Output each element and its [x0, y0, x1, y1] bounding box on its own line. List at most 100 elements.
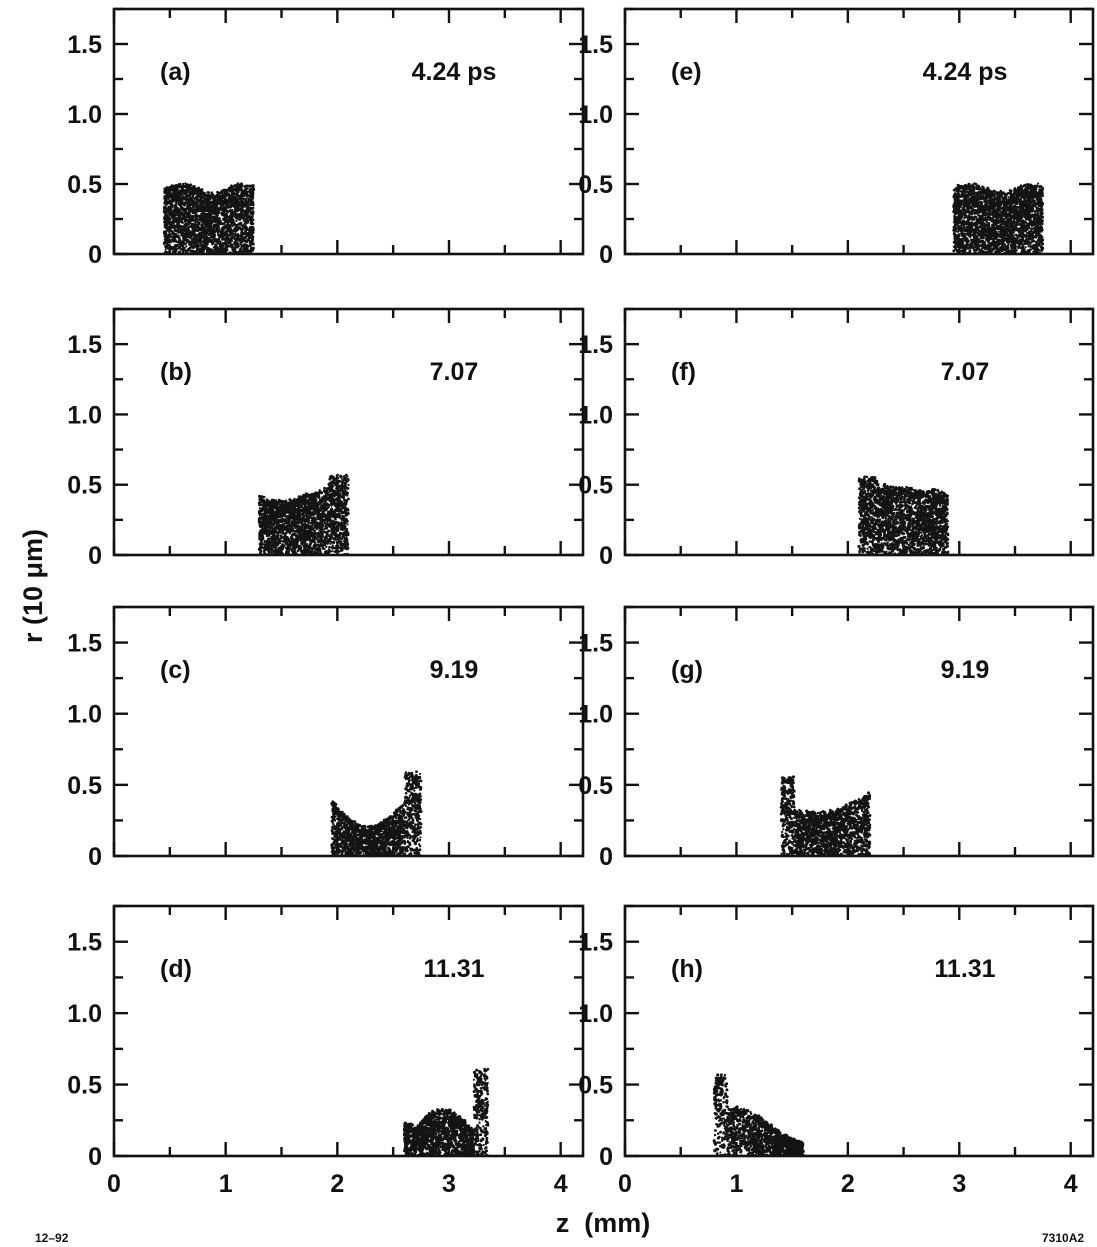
- y-tick-label: 1.5: [67, 31, 102, 59]
- particle: [242, 197, 246, 201]
- panel-frame: [112, 7, 585, 256]
- particle: [316, 531, 320, 535]
- particle: [217, 217, 221, 221]
- particle: [232, 236, 235, 239]
- particle: [263, 501, 266, 504]
- particle: [323, 486, 326, 490]
- particle: [201, 248, 204, 251]
- particle: [346, 547, 350, 551]
- particle: [250, 246, 253, 249]
- particle: [202, 239, 206, 243]
- particle: [210, 248, 214, 252]
- particle: [337, 510, 340, 513]
- particle: [339, 525, 343, 529]
- particle: [286, 545, 289, 548]
- particle: [198, 208, 201, 211]
- particle: [241, 236, 244, 239]
- particle: [236, 189, 240, 193]
- particle: [288, 503, 291, 507]
- particle: [311, 514, 315, 517]
- particle: [195, 195, 198, 198]
- particle: [188, 235, 192, 239]
- particle: [318, 488, 321, 492]
- particle: [324, 526, 328, 530]
- particle: [168, 186, 171, 189]
- particle: [274, 548, 278, 552]
- particle: [192, 226, 196, 230]
- particle: [184, 230, 187, 233]
- particle: [315, 509, 318, 512]
- particle: [262, 504, 266, 508]
- particle: [162, 242, 166, 246]
- particle: [338, 532, 342, 536]
- particle: [191, 238, 195, 242]
- particle: [328, 545, 331, 549]
- particle: [345, 493, 349, 497]
- particle: [177, 227, 180, 230]
- particle: [167, 197, 170, 201]
- particle: [262, 523, 265, 527]
- particle: [341, 481, 345, 484]
- particle: [244, 243, 248, 247]
- particle: [302, 539, 306, 543]
- panel-a: 00.51.01.5(a) 4.24 ps: [67, 7, 585, 269]
- particle: [336, 497, 339, 500]
- panel-label: (b): [160, 358, 192, 386]
- particle: [341, 528, 344, 531]
- particle: [317, 491, 321, 494]
- particle: [215, 195, 219, 198]
- particle: [239, 247, 242, 251]
- particle: [290, 535, 294, 539]
- particle: [222, 217, 225, 221]
- particle: [335, 484, 339, 487]
- particle: [232, 205, 236, 208]
- particle: [294, 526, 297, 530]
- particle: [337, 492, 341, 496]
- particle: [274, 521, 277, 524]
- particle: [220, 211, 224, 215]
- particle: [239, 215, 244, 219]
- particle: [294, 516, 298, 521]
- particle: [251, 201, 255, 205]
- particle: [185, 183, 188, 186]
- particle: [319, 543, 323, 547]
- particle: [177, 245, 180, 248]
- particle: [286, 506, 289, 509]
- particle: [294, 510, 298, 514]
- particle: [194, 224, 198, 227]
- particle: [310, 501, 314, 505]
- particle: [232, 192, 236, 196]
- particle: [192, 245, 196, 248]
- particle: [345, 538, 349, 542]
- particle: [345, 490, 348, 494]
- particle: [268, 503, 271, 507]
- particle: [222, 247, 226, 250]
- panel-frame: [112, 307, 585, 557]
- particle: [224, 215, 228, 219]
- particle: [205, 242, 209, 246]
- particle: [332, 509, 336, 513]
- particle: [258, 512, 262, 515]
- particle: [198, 216, 202, 220]
- particle: [222, 227, 225, 231]
- particle: [172, 199, 175, 203]
- particle: [268, 532, 272, 535]
- particle: [346, 532, 349, 535]
- particle: [260, 533, 264, 536]
- particle: [302, 506, 306, 509]
- particle: [210, 219, 214, 223]
- particle: [164, 234, 168, 238]
- particle: [334, 532, 338, 536]
- particle: [333, 493, 336, 497]
- particle: [344, 506, 347, 510]
- particle: [325, 506, 328, 510]
- particle: [195, 210, 199, 214]
- particle: [340, 500, 343, 503]
- particle: [197, 198, 200, 201]
- particle: [188, 240, 192, 243]
- particle: [191, 192, 195, 196]
- particle: [174, 233, 178, 237]
- particle: [216, 241, 220, 245]
- particle: [213, 225, 217, 229]
- particle: [291, 546, 294, 550]
